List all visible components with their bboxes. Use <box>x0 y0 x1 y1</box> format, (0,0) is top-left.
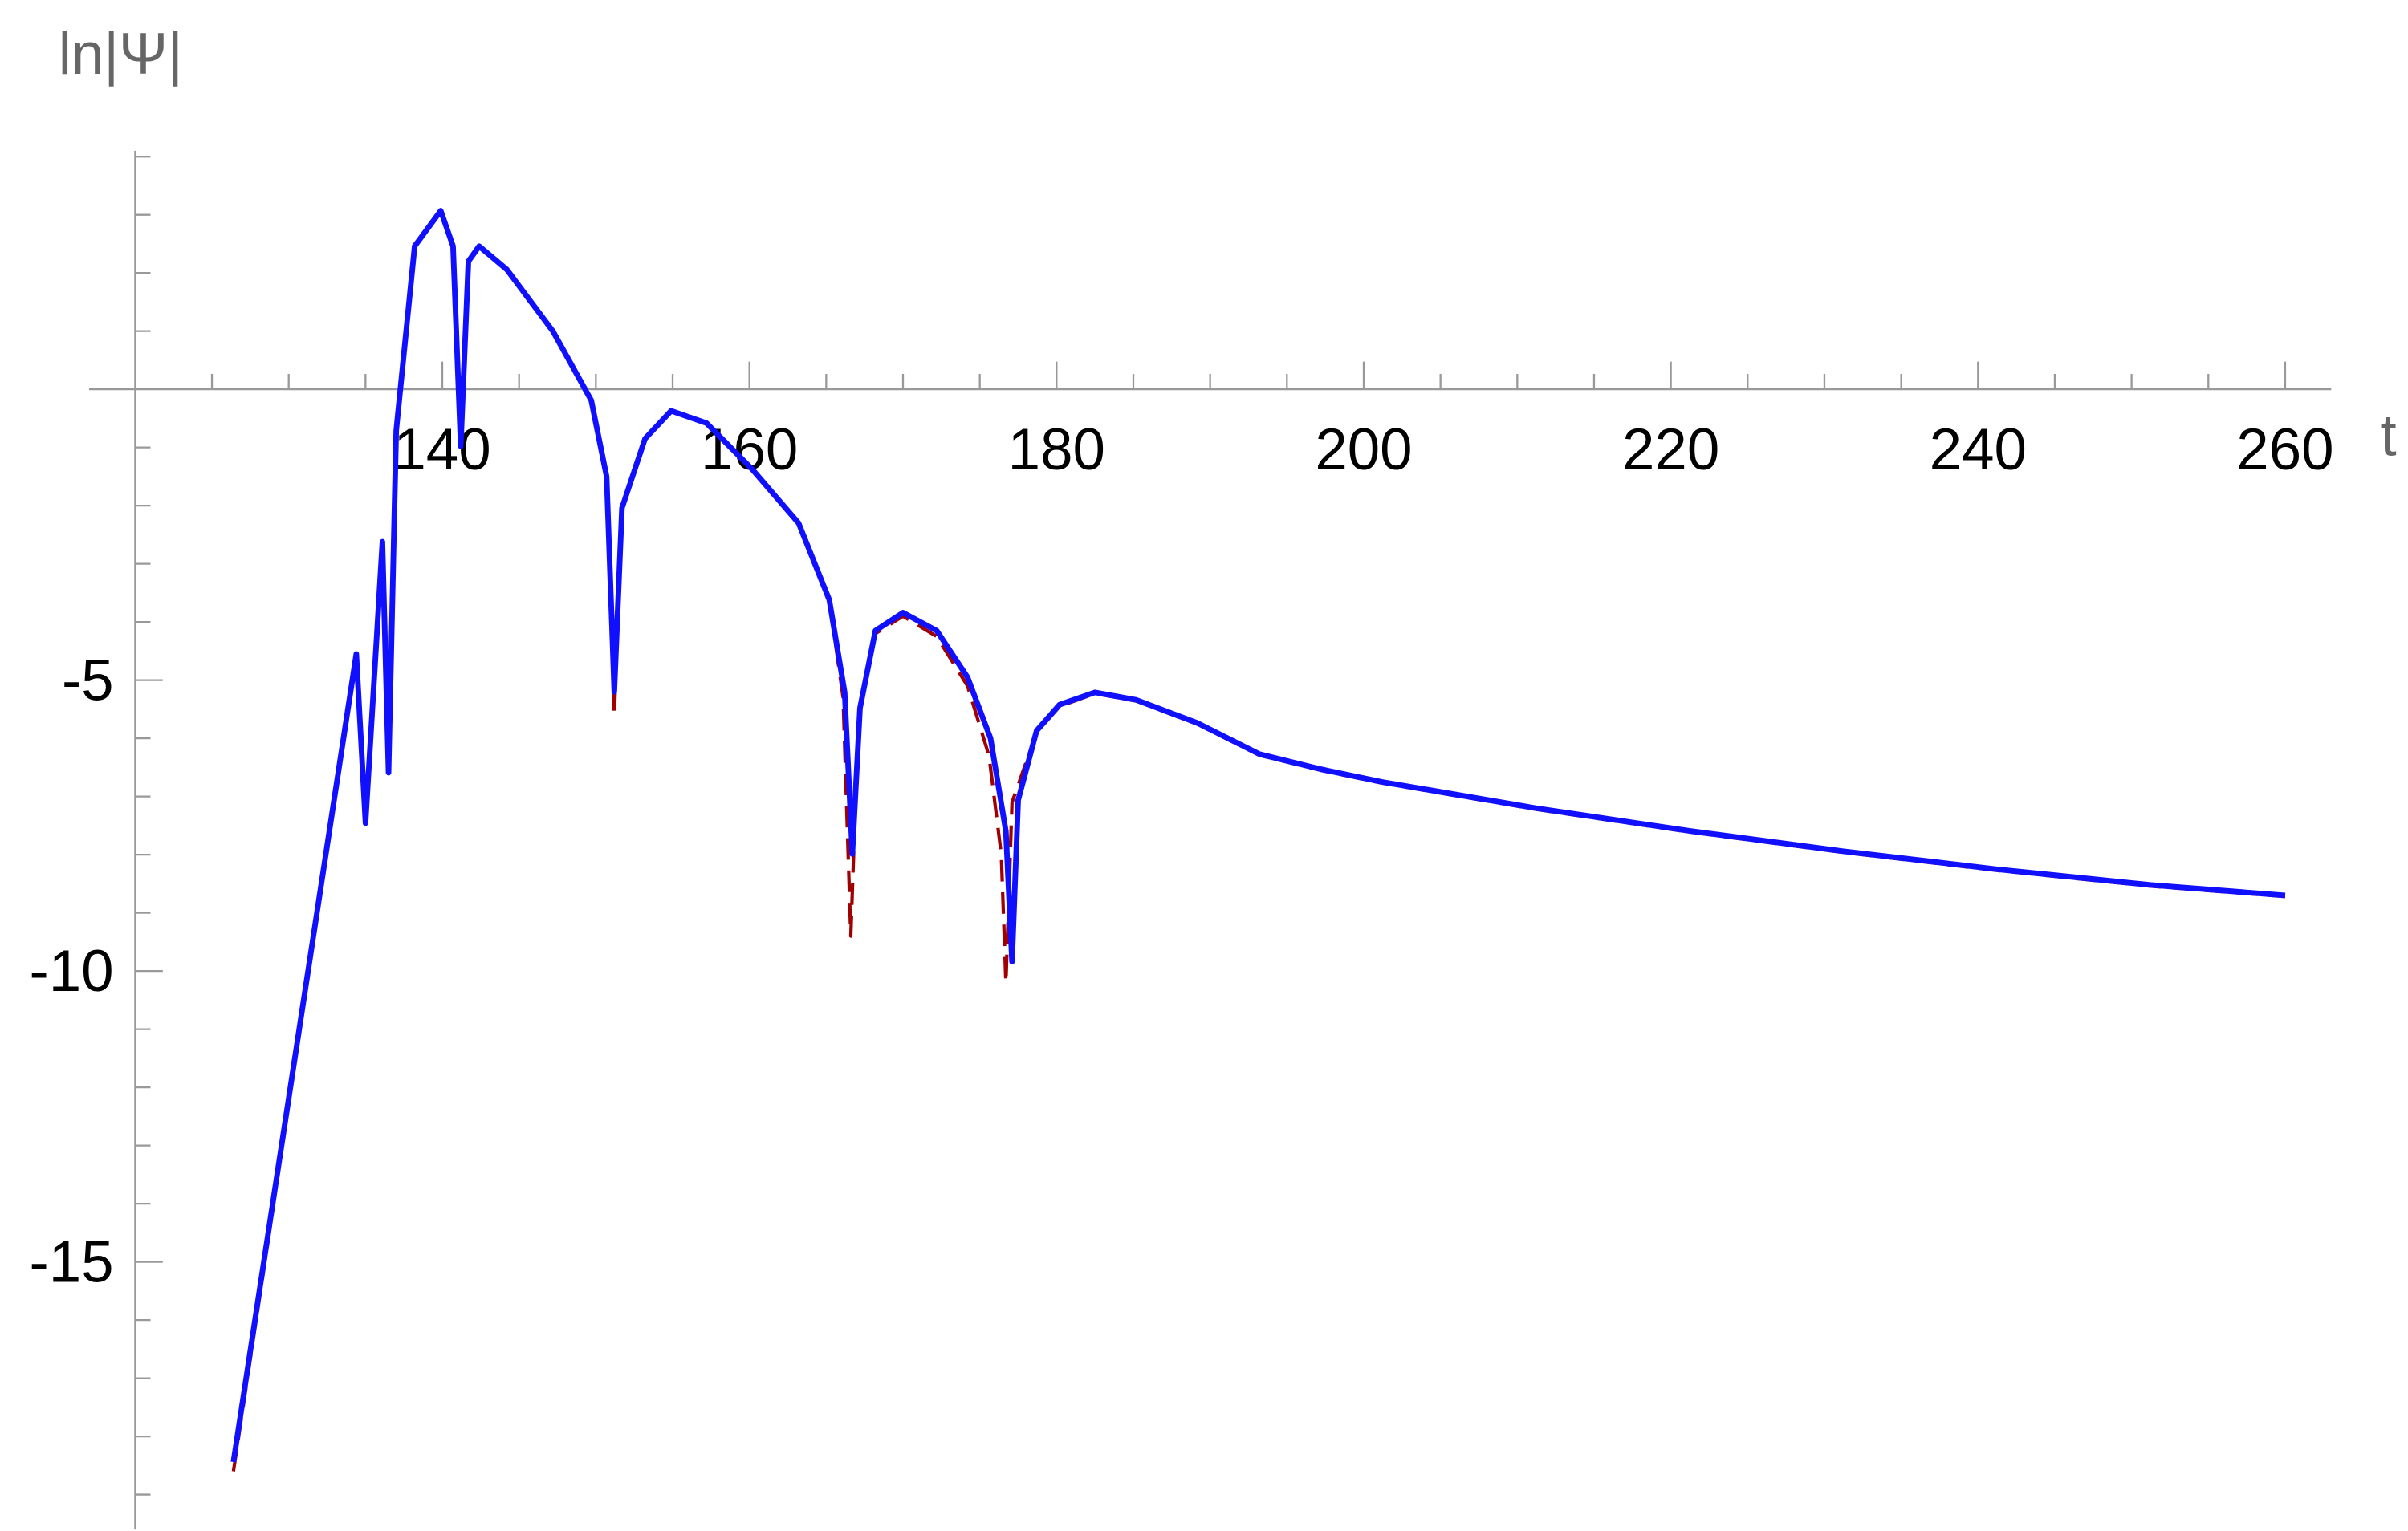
y-tick-label: -15 <box>30 1229 114 1294</box>
series-line <box>230 208 2286 1463</box>
x-tick-label: 140 <box>393 417 490 482</box>
x-tick-label: 200 <box>1315 417 1412 482</box>
x-tick-label: 180 <box>1008 417 1105 482</box>
x-tick-label: 260 <box>2236 417 2333 482</box>
x-tick-label: 220 <box>1622 417 1719 482</box>
x-tick-label: 240 <box>1930 417 2027 482</box>
x-axis-label: t <box>2381 404 2397 469</box>
x-tick-label: 160 <box>701 417 798 482</box>
y-axis-label: ln|Ψ| <box>59 22 183 87</box>
series-line <box>231 209 2286 1472</box>
y-tick-label: -5 <box>62 648 114 713</box>
y-tick-label: -10 <box>30 939 114 1004</box>
